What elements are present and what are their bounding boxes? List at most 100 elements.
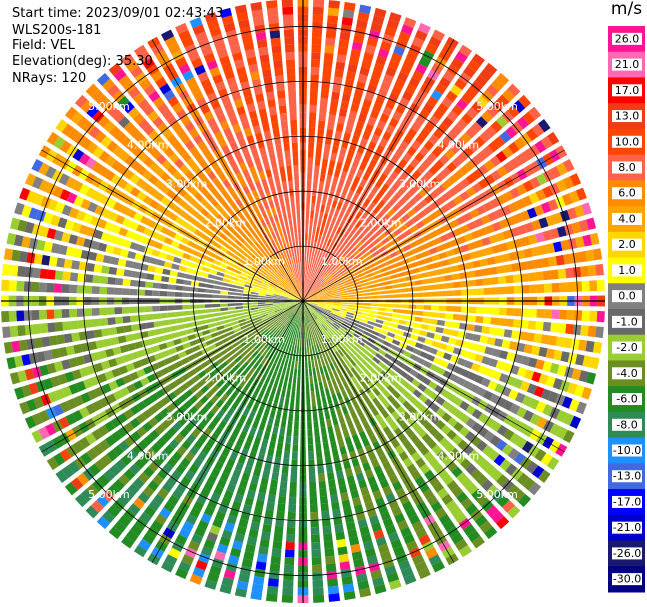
range-gate — [456, 215, 466, 226]
range-gate — [153, 320, 162, 328]
range-gate — [189, 208, 199, 218]
range-gate — [331, 288, 340, 293]
range-gate — [206, 531, 218, 543]
range-gate — [333, 169, 341, 178]
range-gate — [395, 375, 405, 384]
range-gate — [470, 435, 482, 447]
range-gate — [167, 165, 178, 176]
range-gate — [203, 228, 213, 237]
range-gate — [250, 302, 258, 305]
range-gate — [330, 183, 337, 193]
range-gate — [378, 246, 387, 254]
range-gate — [411, 36, 425, 48]
range-gate — [250, 1, 263, 12]
range-gate — [112, 444, 124, 457]
range-gate — [388, 12, 402, 23]
range-gate — [207, 117, 218, 128]
range-gate — [324, 548, 335, 557]
range-gate — [414, 476, 426, 487]
range-gate — [334, 351, 342, 359]
range-gate — [358, 430, 367, 441]
range-gate — [339, 269, 347, 276]
range-gate — [317, 294, 325, 298]
range-gate — [289, 241, 293, 250]
range-gate — [465, 503, 478, 516]
range-gate — [240, 447, 249, 458]
range-gate — [375, 144, 385, 155]
range-gate — [451, 156, 463, 168]
range-gate — [498, 242, 509, 252]
range-gate — [73, 248, 83, 258]
range-gate — [309, 280, 314, 288]
range-gate — [267, 224, 274, 233]
range-gate — [267, 311, 276, 316]
range-gate — [185, 378, 195, 388]
range-gate — [290, 273, 295, 281]
range-gate — [409, 433, 420, 444]
range-gate — [138, 51, 152, 64]
range-gate — [202, 427, 213, 438]
range-gate — [298, 240, 302, 249]
range-gate — [204, 304, 213, 308]
range-gate — [465, 173, 477, 185]
range-gate — [248, 272, 257, 278]
range-gate — [305, 287, 310, 295]
range-gate — [280, 303, 289, 307]
range-gate — [426, 353, 436, 362]
range-gate — [460, 458, 472, 470]
range-gate — [183, 192, 193, 203]
range-gate — [286, 428, 292, 437]
range-gate — [256, 100, 266, 110]
range-gate — [379, 266, 389, 273]
range-gate — [362, 289, 371, 293]
range-gate — [321, 396, 327, 405]
range-gate — [199, 395, 209, 405]
range-gate — [220, 383, 229, 393]
range-gate — [243, 440, 252, 451]
range-gate — [342, 9, 355, 19]
range-gate — [341, 16, 354, 26]
range-gate — [350, 321, 359, 327]
range-gate — [313, 284, 320, 291]
range-gate — [147, 480, 160, 492]
range-gate — [357, 324, 366, 330]
range-gate — [36, 239, 46, 251]
range-gate — [282, 6, 294, 15]
range-gate — [248, 324, 257, 330]
range-ring-label: 4.00km — [438, 139, 480, 152]
range-gate — [395, 329, 405, 336]
range-gate — [275, 205, 282, 214]
range-gate — [355, 342, 363, 350]
range-gate — [307, 157, 314, 166]
range-gate — [175, 567, 189, 580]
range-gate — [36, 351, 46, 363]
range-gate — [310, 210, 315, 219]
range-gate — [506, 351, 516, 362]
range-gate — [325, 297, 334, 300]
range-gate — [454, 538, 468, 551]
range-gate — [414, 316, 423, 323]
range-gate — [294, 315, 298, 323]
range-gate — [307, 165, 313, 173]
range-gate — [290, 195, 295, 204]
range-gate — [251, 286, 260, 291]
range-gate — [281, 465, 289, 474]
range-gate — [248, 182, 256, 192]
range-gate — [277, 495, 287, 505]
range-gate — [545, 375, 556, 388]
range-gate — [241, 558, 253, 568]
range-gate — [520, 273, 529, 283]
range-gate — [269, 344, 276, 353]
range-gate — [574, 310, 583, 321]
range-gate — [535, 359, 545, 370]
range-gate — [277, 323, 284, 330]
range-gate — [227, 37, 240, 48]
range-gate — [273, 60, 283, 69]
range-gate — [324, 388, 331, 397]
range-gate — [347, 307, 356, 311]
range-gate — [72, 180, 84, 192]
range-gate — [132, 92, 146, 105]
range-gate — [130, 523, 143, 537]
range-gate — [337, 255, 345, 263]
range-gate — [331, 271, 339, 278]
